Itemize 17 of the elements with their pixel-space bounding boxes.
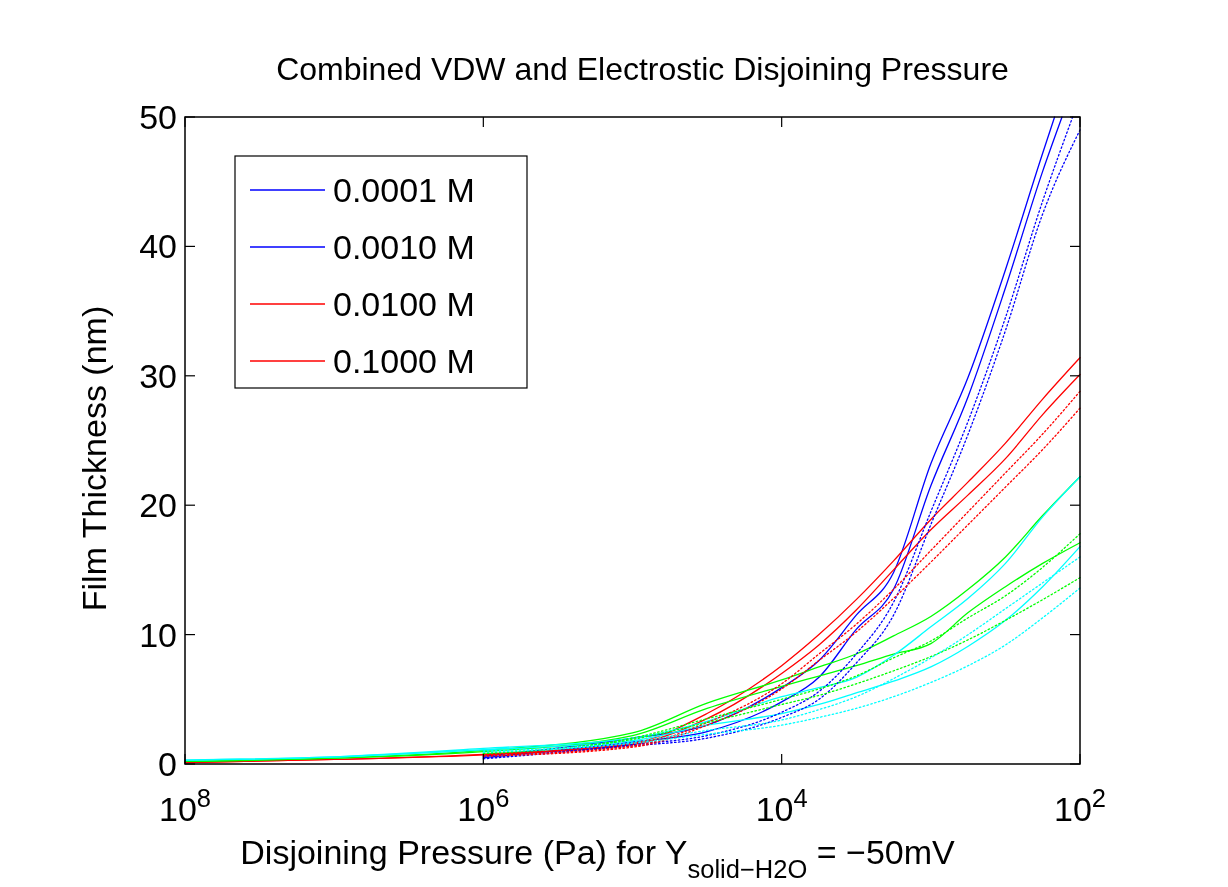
legend-label: 0.0100 M: [333, 285, 475, 323]
y-tick-label: 20: [139, 486, 177, 525]
x-axis-title: Disjoining Pressure (Pa) for Y$_{solid−H2O}$ = −50mV: [240, 833, 956, 883]
x-tick-label: 10$^{8}$: [158, 784, 212, 828]
y-axis-title: Film Thickness (nm): [75, 305, 113, 612]
y-tick-label: 10: [139, 615, 177, 654]
x-tick-label: 10$^{4}$: [755, 784, 808, 828]
x-tick-label: 10$^{6}$: [457, 784, 510, 828]
chart-title: Combined VDW and Electrostic Disjoining Pressure: [276, 51, 1009, 87]
x-tick-label: 10$^{2}$: [1053, 784, 1107, 828]
y-tick-label: 30: [139, 356, 177, 395]
legend-label: 0.0010 M: [333, 228, 475, 266]
y-tick-label: 0: [158, 745, 177, 783]
y-tick-label: 50: [139, 98, 177, 136]
legend-label: 0.0001 M: [333, 171, 475, 209]
y-tick-label: 40: [139, 227, 177, 266]
legend-label: 0.1000 M: [333, 342, 475, 380]
